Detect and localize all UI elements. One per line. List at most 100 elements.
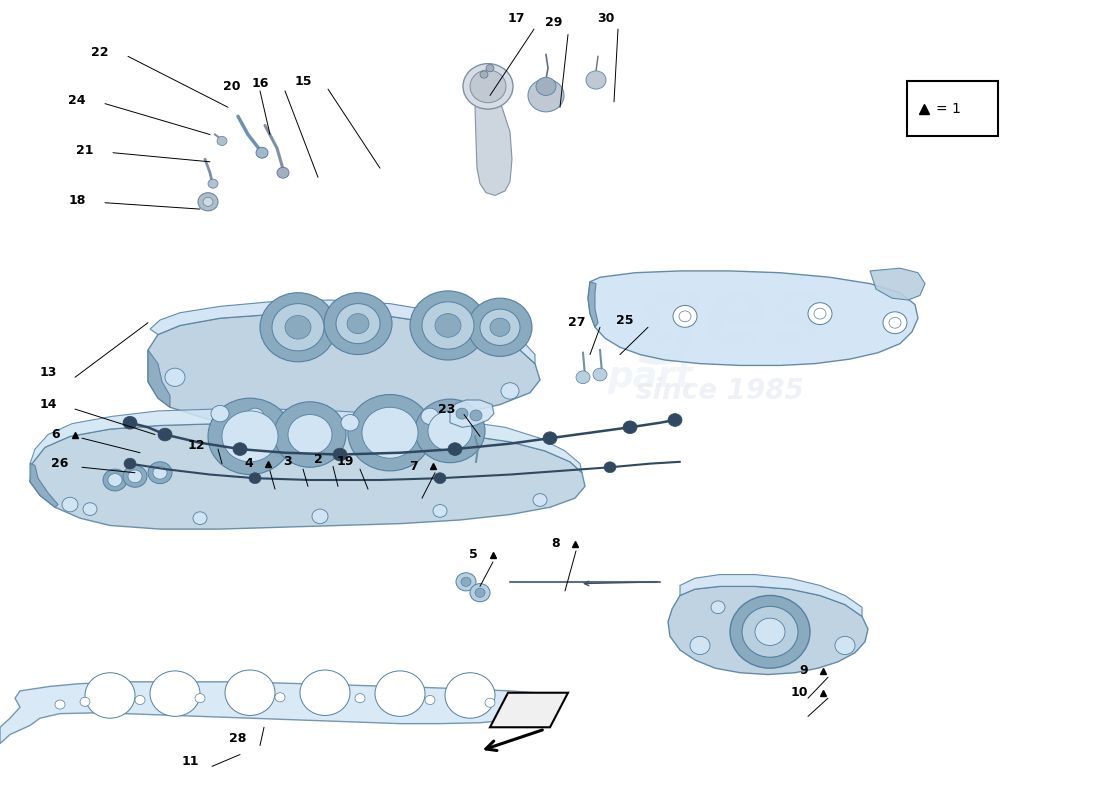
Text: 6: 6: [52, 428, 60, 441]
Circle shape: [421, 408, 439, 425]
Polygon shape: [450, 400, 494, 427]
Text: since 1985: since 1985: [636, 377, 804, 405]
Circle shape: [208, 179, 218, 188]
Polygon shape: [148, 350, 170, 407]
Text: 26: 26: [52, 457, 68, 470]
Polygon shape: [475, 91, 512, 195]
Circle shape: [324, 293, 392, 354]
Circle shape: [434, 473, 446, 484]
Text: 5: 5: [470, 548, 478, 561]
Circle shape: [62, 498, 78, 512]
Text: 18: 18: [68, 194, 86, 206]
Text: = 1: = 1: [936, 102, 961, 116]
Circle shape: [456, 573, 476, 591]
Circle shape: [668, 414, 682, 426]
Circle shape: [883, 312, 908, 334]
Circle shape: [123, 416, 138, 429]
Circle shape: [448, 442, 462, 455]
Circle shape: [480, 71, 488, 78]
Circle shape: [233, 442, 248, 455]
Circle shape: [274, 402, 346, 467]
Text: part: part: [607, 360, 693, 394]
Circle shape: [889, 318, 901, 328]
Circle shape: [808, 302, 832, 325]
Circle shape: [198, 193, 218, 211]
Circle shape: [456, 408, 468, 419]
Circle shape: [135, 695, 145, 705]
Text: 2: 2: [314, 453, 322, 466]
Circle shape: [333, 448, 346, 461]
Circle shape: [690, 636, 710, 654]
Circle shape: [434, 314, 461, 338]
Circle shape: [742, 606, 797, 658]
Polygon shape: [150, 300, 535, 364]
Circle shape: [275, 693, 285, 702]
Circle shape: [673, 306, 697, 327]
Circle shape: [208, 398, 292, 474]
Circle shape: [312, 509, 328, 524]
Circle shape: [543, 432, 557, 445]
Circle shape: [341, 414, 359, 431]
Circle shape: [534, 494, 547, 506]
Circle shape: [410, 291, 486, 360]
Circle shape: [586, 71, 606, 89]
Circle shape: [375, 671, 425, 716]
Circle shape: [730, 595, 810, 668]
Circle shape: [520, 702, 530, 712]
FancyBboxPatch shape: [908, 81, 998, 136]
Text: 11: 11: [182, 755, 199, 768]
Text: 17: 17: [507, 12, 525, 25]
Circle shape: [446, 673, 495, 718]
Circle shape: [82, 502, 97, 515]
Text: 8: 8: [551, 537, 560, 550]
Circle shape: [604, 462, 616, 473]
Circle shape: [576, 371, 590, 384]
Text: 20: 20: [223, 80, 241, 93]
Circle shape: [222, 411, 278, 462]
Circle shape: [165, 368, 185, 386]
Polygon shape: [588, 282, 598, 327]
Circle shape: [536, 78, 556, 95]
Text: 23: 23: [438, 402, 455, 415]
Text: 16: 16: [251, 77, 268, 90]
Circle shape: [211, 406, 229, 422]
Circle shape: [470, 584, 490, 602]
Circle shape: [300, 670, 350, 715]
Circle shape: [153, 466, 167, 479]
Text: 3: 3: [284, 455, 293, 468]
Circle shape: [475, 588, 485, 598]
Circle shape: [128, 470, 142, 482]
Circle shape: [103, 469, 127, 491]
Circle shape: [249, 473, 261, 484]
Circle shape: [260, 293, 336, 362]
Circle shape: [422, 302, 474, 349]
Circle shape: [485, 698, 495, 707]
Circle shape: [528, 79, 564, 112]
Text: 10: 10: [791, 686, 808, 699]
Circle shape: [80, 698, 90, 706]
Circle shape: [246, 408, 264, 425]
Circle shape: [814, 308, 826, 319]
Circle shape: [123, 466, 147, 487]
Polygon shape: [680, 574, 862, 616]
Polygon shape: [30, 409, 582, 473]
Circle shape: [470, 70, 506, 102]
Circle shape: [425, 695, 435, 705]
Circle shape: [679, 311, 691, 322]
Polygon shape: [30, 424, 585, 529]
Circle shape: [500, 382, 519, 399]
Text: 4: 4: [244, 457, 253, 470]
Circle shape: [470, 410, 482, 421]
Text: 28: 28: [229, 732, 246, 745]
Circle shape: [85, 673, 135, 718]
Circle shape: [415, 399, 485, 462]
Circle shape: [277, 167, 289, 178]
Circle shape: [288, 414, 332, 454]
Circle shape: [55, 700, 65, 709]
Text: 15: 15: [295, 75, 311, 88]
Circle shape: [195, 694, 205, 702]
Text: 21: 21: [76, 143, 94, 157]
Circle shape: [835, 636, 855, 654]
Circle shape: [468, 298, 532, 356]
Circle shape: [192, 512, 207, 525]
